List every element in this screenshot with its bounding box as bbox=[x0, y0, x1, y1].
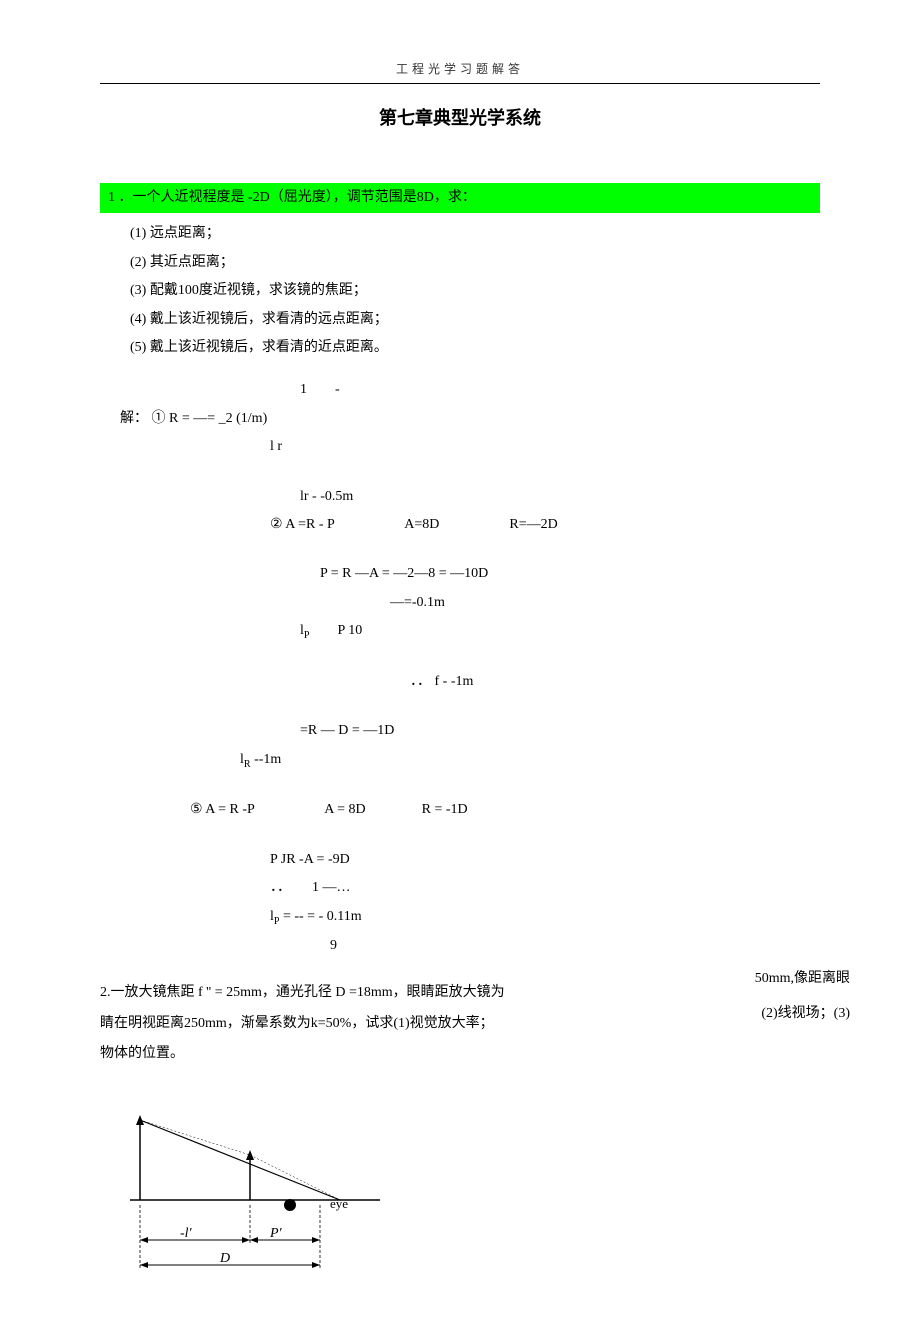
dim-d-label: D bbox=[219, 1251, 230, 1266]
problem1-item-5: (5) 戴上该近视镜后，求看清的近点距离。 bbox=[130, 337, 820, 359]
ray-1 bbox=[140, 1120, 340, 1200]
solution-line5b: lR --1m bbox=[240, 749, 820, 773]
solution-line7c: lP = -- = - 0.11m bbox=[270, 906, 820, 930]
problem2-block: 2.一放大镜焦距 f '' = 25mm，通光孔径 D =18mm，眼睛距放大镜… bbox=[100, 978, 630, 1070]
solution-line1a: 1 - bbox=[300, 379, 820, 401]
solution-line7b: ．． 1 —… bbox=[270, 877, 820, 899]
solution-line5a: =R — D = —1D bbox=[300, 720, 820, 742]
solution-line2a: lr - -0.5m bbox=[300, 486, 820, 508]
dim-l-arrow-right bbox=[242, 1237, 250, 1243]
solution-line6: ⑤ A = R -P A = 8D R = -1D bbox=[190, 799, 820, 821]
solution-line1c: l r bbox=[270, 436, 820, 458]
problem2-side1: 50mm,像距离眼 bbox=[755, 968, 850, 990]
page-header: 工程光学习题解答 bbox=[100, 60, 820, 84]
solution-line3c: lP P 10 bbox=[300, 620, 820, 644]
solution-line4: ．． f - -1m bbox=[410, 671, 820, 693]
solution-line2b: ② A =R - P A=8D R=—2D bbox=[270, 514, 820, 536]
solution-line7a: P JR -A = -9D bbox=[270, 849, 820, 871]
eye-label: eye bbox=[330, 1196, 348, 1211]
dim-d-arrow-left bbox=[140, 1262, 148, 1268]
dim-d-arrow-right bbox=[312, 1262, 320, 1268]
diagram-svg: eye -l' P' D bbox=[120, 1100, 420, 1290]
solution-line1b: 解： ① R = —= _2 (1/m) bbox=[120, 408, 820, 430]
ray-dashed-1 bbox=[140, 1120, 250, 1155]
eye-dot bbox=[284, 1199, 296, 1211]
problem1-item-2: (2) 其近点距离； bbox=[130, 252, 820, 274]
problem2-line1: 2.一放大镜焦距 f '' = 25mm，通光孔径 D =18mm，眼睛距放大镜… bbox=[100, 978, 630, 1009]
dim-p-label: P' bbox=[269, 1226, 283, 1241]
problem1-statement: 1 ．一个人近视程度是 -2D（屈光度），调节范围是8D，求： bbox=[100, 183, 820, 213]
solution-line1b-text: ① R = —= _2 (1/m) bbox=[152, 411, 268, 426]
dim-p-arrow-right bbox=[312, 1237, 320, 1243]
dim-l-arrow-left bbox=[140, 1237, 148, 1243]
problem1-item-4: (4) 戴上该近视镜后，求看清的远点距离； bbox=[130, 309, 820, 331]
problem1-item-1: (1) 远点距离； bbox=[130, 223, 820, 245]
solution-line3a: P = R —A = —2—8 = —10D bbox=[320, 563, 820, 585]
dim-l-label: -l' bbox=[180, 1226, 193, 1241]
solution-line3b: —=-0.1m bbox=[390, 592, 820, 614]
chapter-title: 第七章典型光学系统 bbox=[100, 104, 820, 133]
dim-p-arrow-left bbox=[250, 1237, 258, 1243]
solution-label: 解： bbox=[120, 411, 148, 426]
ray-dashed-2 bbox=[250, 1155, 340, 1200]
optics-diagram: eye -l' P' D bbox=[120, 1100, 820, 1298]
problem2-line2: 睛在明视距离250mm，渐晕系数为k=50%，试求(1)视觉放大率； bbox=[100, 1009, 630, 1040]
problem2-line3: 物体的位置。 bbox=[100, 1039, 630, 1070]
problem2-wrapper: 2.一放大镜焦距 f '' = 25mm，通光孔径 D =18mm，眼睛距放大镜… bbox=[100, 978, 820, 1070]
solution-block: 1 - 解： ① R = —= _2 (1/m) l r lr - -0.5m … bbox=[100, 379, 820, 957]
header-text: 工程光学习题解答 bbox=[100, 60, 820, 79]
problem2-side2: (2)线视场；(3) bbox=[761, 1003, 850, 1025]
header-underline bbox=[100, 83, 820, 84]
solution-line7d: 9 bbox=[330, 935, 820, 957]
problem1-item-3: (3) 配戴100度近视镜，求该镜的焦距； bbox=[130, 280, 820, 302]
